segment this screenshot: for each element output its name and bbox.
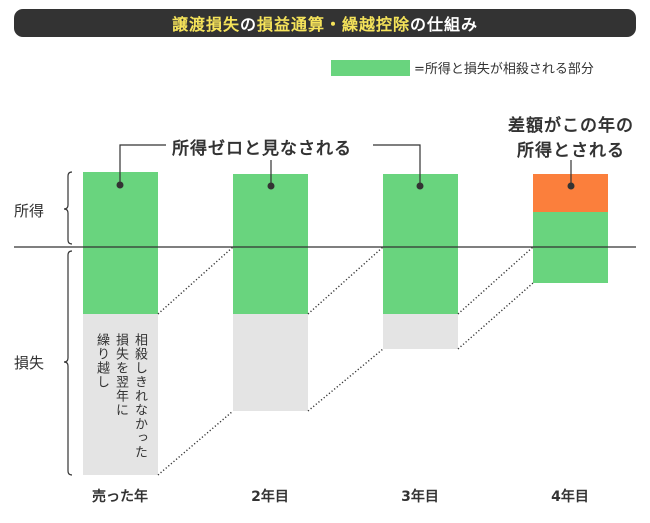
bar-year3-carryover (383, 314, 458, 349)
loss-axis-label: 損失 (14, 354, 45, 372)
callout-dots (116, 181, 575, 190)
income-axis-label: 所得 (14, 202, 45, 220)
bar-year1-carryover (83, 314, 158, 475)
carryover-note-col3: 繰り越し (94, 333, 109, 389)
zero-income-callout: 所得ゼロと見なされる (172, 139, 352, 159)
bar-year1-offset (83, 172, 158, 314)
bar-year3-offset (383, 174, 458, 314)
legend-swatch-green (331, 59, 410, 76)
xlabel-year3: 3年目 (401, 489, 439, 505)
income-brace-icon (63, 171, 73, 245)
carryover-note-col2: 損失を翌年に (113, 333, 128, 417)
difference-callout-line2: 所得とされる (517, 141, 625, 161)
xlabel-year4: 4年目 (551, 489, 589, 505)
title-segment-loss: 譲渡損失 (171, 15, 240, 34)
title-segment-mechanism: の仕組み (410, 15, 479, 34)
xlabel-sold-year: 売った年 (92, 489, 148, 505)
difference-callout-line1: 差額がこの年の (508, 116, 634, 136)
legend: =所得と損失が相殺される部分 (331, 58, 594, 77)
xlabel-year2: 2年目 (251, 489, 289, 505)
zero-income-leaders (119, 144, 572, 185)
title-segment-no: の (239, 15, 257, 34)
bar-year2-carryover (233, 314, 308, 411)
loss-brace-icon (63, 250, 73, 476)
bar-year2-offset (233, 174, 308, 314)
carryover-connectors (157, 246, 534, 476)
title-segment-offset: 損益通算・繰越控除 (257, 15, 411, 34)
legend-label: =所得と損失が相殺される部分 (414, 62, 594, 77)
carryover-note-col1: 相殺しきれなかった (132, 333, 147, 459)
diagram-title: 譲渡損失 の 損益通算・繰越控除 の仕組み (14, 9, 636, 37)
